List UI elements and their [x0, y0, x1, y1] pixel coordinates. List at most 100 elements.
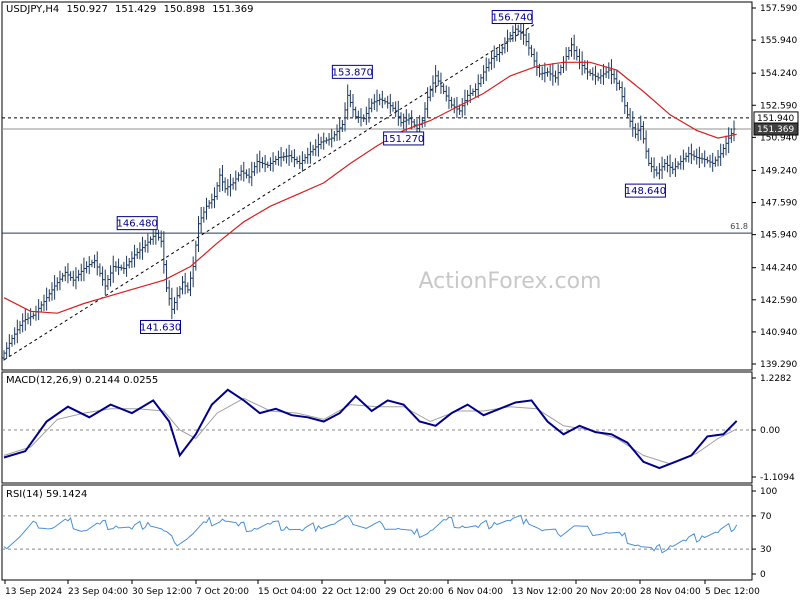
price-header: USDJPY,H4 150.927 151.429 150.898 151.36…: [6, 4, 257, 15]
rsi-y-tick-label: 100: [760, 487, 777, 497]
price-bar: [546, 67, 550, 77]
price-y-tick-label: 154.240: [760, 69, 797, 79]
x-axis-tick-label: 30 Sep 12:00: [132, 587, 192, 597]
price-bar: [343, 102, 347, 132]
price-bar: [162, 231, 166, 274]
price-bar: [42, 294, 46, 312]
price-y-tick-label: 145.940: [760, 231, 797, 241]
moving-average-line: [3, 61, 737, 314]
price-bar: [215, 182, 219, 200]
price-bar: [196, 216, 200, 253]
price-bar: [292, 149, 296, 168]
price-bar: [236, 172, 240, 182]
price-bar: [255, 153, 259, 174]
price-bar: [426, 87, 430, 119]
price-bar: [194, 240, 198, 271]
price-bar: [351, 93, 355, 118]
price-bar: [119, 264, 123, 271]
price-bar: [26, 312, 30, 325]
price-annotation: 146.480: [117, 216, 158, 231]
symbol-label: USDJPY,H4: [6, 4, 60, 15]
price-level-tag-text: 151.369: [757, 125, 794, 135]
price-bar: [93, 254, 97, 269]
price-bar: [562, 56, 565, 73]
price-level-tag-text: 151.940: [757, 114, 794, 124]
price-bar: [604, 67, 608, 79]
price-bar: [623, 87, 627, 115]
price-bar: [85, 261, 89, 274]
price-bar: [223, 177, 227, 193]
price-bar: [274, 155, 278, 165]
price-bar: [34, 305, 38, 321]
price-bar: [367, 98, 371, 123]
price-bar: [727, 127, 731, 154]
x-axis-tick-label: 13 Nov 12:00: [512, 587, 573, 597]
price-bar: [157, 229, 161, 241]
price-bar: [703, 150, 707, 168]
price-bar: [202, 206, 206, 223]
price-bar: [554, 70, 558, 83]
price-bar: [431, 75, 435, 98]
price-bar: [21, 313, 25, 333]
rsi-line: [3, 514, 738, 554]
price-bar: [189, 271, 192, 297]
price-bar: [111, 255, 115, 283]
price-bar: [732, 120, 736, 142]
price-bar: [327, 133, 331, 146]
price-bar: [548, 64, 552, 81]
price-bar: [657, 163, 661, 180]
price-bar: [588, 69, 592, 77]
price-annotation: 153.870: [332, 64, 373, 79]
x-axis-tick-label: 28 Nov 04:00: [640, 587, 701, 597]
x-axis-tick-label: 20 Nov 20:00: [576, 587, 637, 597]
price-annotation-text: 141.630: [140, 322, 181, 333]
price-bar: [300, 151, 304, 172]
price-bar: [420, 116, 424, 128]
price-bar: [404, 109, 408, 132]
price-bar: [471, 88, 475, 97]
price-bar: [146, 233, 150, 253]
price-bar: [207, 200, 211, 209]
price-bar: [346, 84, 350, 120]
price-bar: [340, 120, 344, 132]
price-bar: [607, 62, 611, 79]
price-bar: [167, 280, 171, 306]
price-bar: [516, 24, 520, 36]
price-bar: [234, 170, 238, 191]
high-value: 151.429: [115, 4, 157, 15]
price-bar: [641, 121, 645, 144]
price-bar: [127, 257, 131, 269]
price-bar: [10, 334, 14, 347]
price-bar: [476, 74, 480, 98]
price-bar: [23, 308, 27, 331]
price-bar: [407, 113, 411, 125]
price-bar: [708, 154, 712, 168]
price-bar: [260, 157, 264, 169]
price-bar: [684, 152, 688, 163]
price-bar: [399, 112, 403, 127]
price-bar: [391, 102, 395, 112]
price-y-tick-label: 149.240: [760, 166, 797, 176]
price-level-tag-box: [753, 122, 799, 136]
price-bar: [460, 98, 464, 118]
price-bar: [617, 80, 621, 91]
rsi-y-tick-label: 70: [760, 512, 772, 522]
price-bar: [228, 173, 232, 197]
price-bar: [39, 301, 43, 312]
price-bar: [692, 150, 696, 161]
price-bar: [212, 187, 216, 209]
price-bar: [679, 155, 683, 170]
price-bar: [130, 251, 134, 268]
price-annotation-text: 148.640: [625, 186, 666, 197]
price-bar: [700, 152, 704, 164]
price-bar: [593, 65, 597, 85]
price-bar: [5, 342, 9, 359]
price-bar: [359, 108, 363, 127]
price-bar: [98, 263, 102, 277]
price-bar: [479, 74, 483, 88]
price-annotation-text: 156.740: [492, 13, 533, 24]
price-bar: [495, 49, 499, 62]
watermark-text: ActionForex.com: [419, 269, 602, 294]
price-bar: [125, 255, 129, 277]
